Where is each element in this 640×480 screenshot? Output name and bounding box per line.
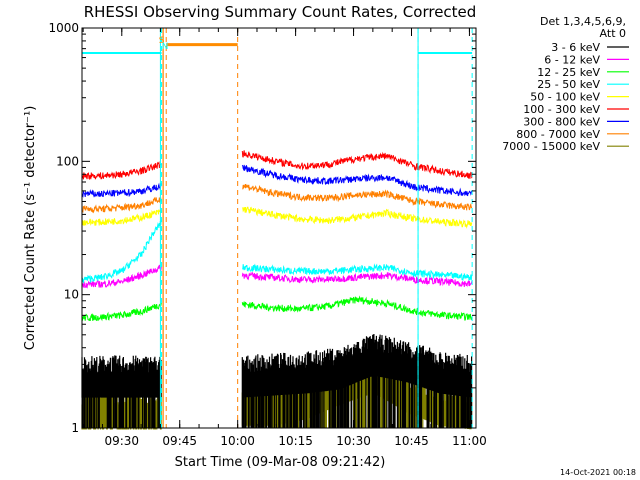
series-6-12-kev: [81, 264, 162, 289]
x-tick-label: 10:45: [394, 434, 429, 448]
legend-label: 6 - 12 keV: [544, 53, 600, 66]
legend-label: 800 - 7000 keV: [516, 128, 600, 141]
x-tick-label: 09:30: [104, 434, 139, 448]
plot-frame: [81, 27, 477, 429]
marker-label-s: S: [159, 36, 165, 46]
marker-label-n: N: [162, 42, 169, 52]
timestamp: 14-Oct-2021 00:18: [560, 468, 636, 477]
legend-label: 7000 - 15000 keV: [502, 140, 600, 153]
series-300-800-kev: [81, 182, 162, 198]
x-tick-label: 10:00: [220, 434, 255, 448]
series-12-25-kev: [81, 302, 162, 322]
x-axis-label: Start Time (09-Mar-08 09:21:42): [175, 455, 386, 470]
series-3-6-kev: [81, 355, 162, 428]
y-tick-label: 100: [56, 154, 79, 168]
legend-label: 100 - 300 keV: [523, 103, 600, 116]
y-tick-label: 10: [64, 288, 79, 302]
series-800-7000-kev: [82, 196, 162, 214]
legend-header: Att 0: [600, 27, 626, 40]
legend-label: 12 - 25 keV: [537, 66, 600, 79]
y-axis: 1 10 100 1000: [48, 21, 476, 435]
legend-label: 50 - 100 keV: [530, 91, 600, 104]
series-12-25-kev: [241, 295, 473, 321]
legend-label: 3 - 6 keV: [551, 41, 600, 54]
series-50-100-kev: [81, 208, 162, 226]
legend-header: Det 1,3,4,5,6,9,: [540, 15, 626, 28]
legend-label: 300 - 800 keV: [523, 115, 600, 128]
legend-label: 25 - 50 keV: [537, 78, 600, 91]
x-tick-label: 10:30: [336, 434, 371, 448]
y-axis-label: Corrected Count Rate (s⁻¹ detector⁻¹): [23, 106, 38, 351]
markers: SN: [81, 28, 473, 428]
series-50-100-kev: [242, 206, 473, 229]
series-800-7000-kev: [242, 183, 473, 211]
x-tick-label: 11:00: [452, 434, 487, 448]
series-25-50-kev: [81, 219, 162, 284]
series-100-300-kev: [81, 161, 162, 180]
series-100-300-kev: [241, 150, 473, 179]
y-tick-label: 1: [71, 421, 79, 435]
chart-title: RHESSI Observing Summary Count Rates, Co…: [84, 3, 477, 21]
series-300-800-kev: [241, 164, 473, 197]
series-25-50-kev: [242, 263, 473, 282]
series-3-6-kev: [241, 334, 473, 428]
x-tick-label: 10:15: [278, 434, 313, 448]
series-6-12-kev: [241, 271, 473, 288]
traces: [81, 150, 473, 430]
x-tick-label: 09:45: [162, 434, 197, 448]
y-tick-label: 1000: [48, 21, 79, 35]
flags: [82, 43, 473, 54]
x-axis: 09:30 09:45 10:00 10:15 10:30 10:45 11:00: [82, 28, 487, 448]
